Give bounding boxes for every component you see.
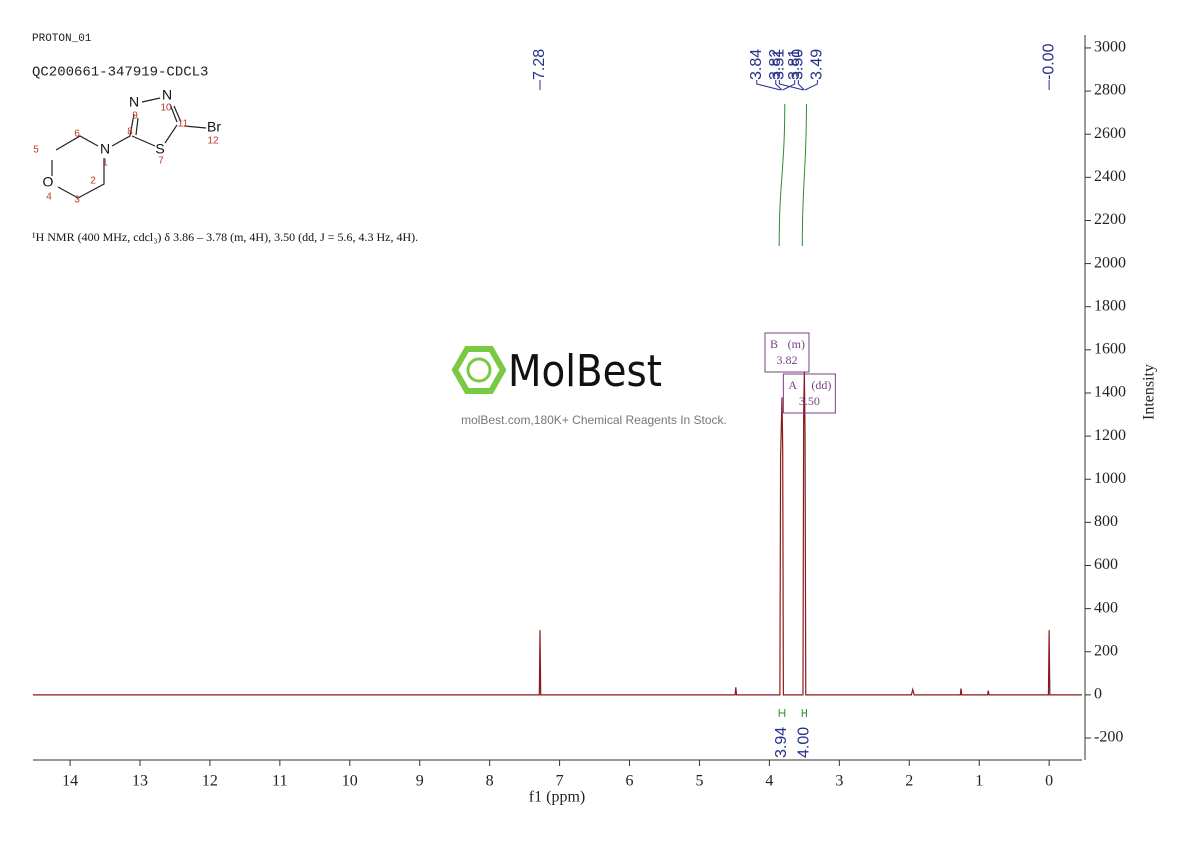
y-tick-label: 600 (1094, 556, 1118, 573)
integral-curve (801, 103, 807, 247)
peak-label: 3.50 (790, 49, 807, 80)
atom-number: 1 (102, 158, 108, 169)
atom-number: 11 (178, 119, 189, 130)
y-tick-label: 0 (1094, 686, 1102, 703)
y-tick-label: 200 (1094, 642, 1118, 659)
multiplet-shift: 3.50 (799, 394, 820, 408)
atom-number: 10 (160, 103, 172, 114)
x-tick-label: 13 (132, 773, 148, 790)
atom-symbol: N (162, 87, 172, 103)
x-tick-label: 3 (835, 773, 843, 790)
y-tick-label: 2800 (1094, 82, 1126, 99)
atom-symbol: Br (207, 119, 221, 135)
brand: MolBest (508, 346, 662, 397)
atom-number: 5 (33, 145, 39, 156)
y-tick-label: 800 (1094, 513, 1118, 530)
y-tick-label: 1000 (1094, 470, 1126, 487)
watermark: MolBest molBest.com,180K+ Chemical Reage… (451, 346, 727, 427)
atom-number: 7 (158, 156, 164, 167)
multiplet-shift: 3.82 (776, 353, 797, 367)
y-tick-label: 1400 (1094, 384, 1126, 401)
multiplet-box (764, 332, 810, 373)
atom-symbol: N (129, 94, 139, 110)
multiplet-type: (m) (788, 337, 805, 351)
atom-number: 4 (46, 192, 52, 203)
x-tick-label: 8 (486, 773, 494, 790)
x-tick-label: 0 (1045, 773, 1053, 790)
y-tick-label: 2000 (1094, 254, 1126, 271)
logo-hexagon (451, 346, 507, 394)
sample-id: QC200661-347919-CDCL3 (32, 65, 208, 81)
atom-number: 9 (132, 111, 138, 122)
atom-number: 2 (90, 176, 96, 187)
atom-number: 3 (74, 195, 80, 206)
y-tick-label: 1600 (1094, 341, 1126, 358)
atom-symbol: N (100, 141, 110, 157)
peak-label: 3.81 (786, 49, 803, 80)
integral-label: 3.94 (773, 727, 790, 758)
y-tick-label: 2200 (1094, 211, 1126, 228)
nmr-description: ¹H NMR (400 MHz, cdcl₃) δ 3.86 – 3.78 (m… (32, 230, 418, 244)
atom-symbol: S (155, 141, 164, 157)
peak-connector (775, 80, 783, 91)
bonds (51, 97, 207, 199)
multiplet-type: (dd) (811, 378, 831, 392)
spectrum (33, 371, 1082, 696)
y-axis-label: Intensity (1141, 364, 1158, 420)
logo-ring (466, 357, 492, 383)
peak-label: 3.51 (771, 49, 788, 80)
tagline: molBest.com,180K+ Chemical Reagents In S… (461, 413, 727, 427)
x-tick-label: 5 (695, 773, 703, 790)
x-tick-label: 6 (626, 773, 634, 790)
peak-connector (797, 80, 805, 91)
x-tick-label: 7 (556, 773, 564, 790)
y-tick-label: 1200 (1094, 427, 1126, 444)
y-tick-label: 1800 (1094, 297, 1126, 314)
integral-bracket (778, 709, 786, 717)
x-tick-label: 12 (202, 773, 218, 790)
atom-number: 12 (207, 136, 219, 147)
atom-number: 6 (74, 129, 80, 140)
x-tick-label: 14 (62, 773, 78, 790)
y-tick-label: 2400 (1094, 168, 1126, 185)
peak-label: 3.82 (767, 49, 784, 80)
integral-label: 4.00 (796, 727, 813, 758)
y-tick-label: -200 (1094, 729, 1123, 746)
y-tick-label: 3000 (1094, 39, 1126, 56)
y-tick-label: 400 (1094, 599, 1118, 616)
x-tick-label: 9 (416, 773, 424, 790)
x-axis-label: f1 (ppm) (529, 789, 585, 806)
integral-curve (778, 103, 786, 247)
x-tick-label: 11 (272, 773, 287, 790)
x-tick-label: 10 (342, 773, 358, 790)
peak-connector (778, 80, 804, 91)
x-tick-label: 1 (975, 773, 983, 790)
integral-bracket (801, 709, 807, 717)
atom-symbol: O (43, 174, 54, 190)
molecule (51, 97, 207, 199)
multiplet-name: A (788, 378, 797, 392)
peak-connector (756, 80, 781, 91)
peak-label: 3.49 (809, 49, 826, 80)
peak-connector (782, 80, 796, 91)
experiment-name: PROTON_01 (32, 33, 92, 45)
multiplet-name: B (770, 337, 778, 351)
atom-number: 8 (127, 127, 133, 138)
y-tick-label: 2600 (1094, 125, 1126, 142)
peak-label: 3.84 (748, 49, 765, 80)
x-tick-label: 2 (905, 773, 913, 790)
multiplet-box (782, 373, 836, 414)
peak-label: -0.00 (1040, 43, 1057, 80)
x-tick-label: 4 (765, 773, 773, 790)
peak-label: 7.28 (531, 49, 548, 80)
peak-connector (804, 80, 818, 91)
